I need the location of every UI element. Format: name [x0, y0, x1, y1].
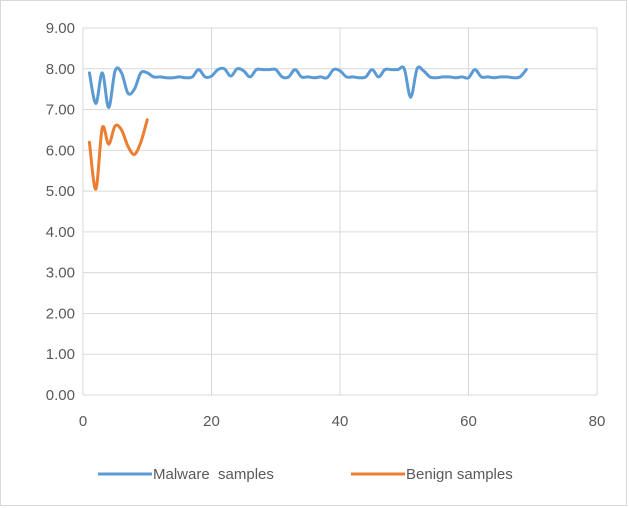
legend-label-malware: Malware samples [153, 466, 274, 483]
y-tick-label: 1.00 [46, 346, 75, 363]
x-tick-label: 40 [332, 413, 349, 430]
x-tick-label: 80 [589, 413, 606, 430]
legend: Malware samples Benign samples [98, 466, 513, 483]
axes: 0.00 1.00 2.00 3.00 4.00 5.00 6.00 7.00 8.00 9.00… [46, 20, 606, 430]
legend-label-benign: Benign samples [406, 466, 513, 483]
y-tick-label: 3.00 [46, 265, 75, 282]
x-tick-label: 0 [79, 413, 87, 430]
y-tick-label: 4.00 [46, 224, 75, 241]
y-tick-label: 2.00 [46, 305, 75, 322]
x-tick-label: 60 [460, 413, 477, 430]
series-lines [89, 67, 526, 189]
y-tick-label: 0.00 [46, 387, 75, 404]
y-tick-label: 8.00 [46, 61, 75, 78]
y-tick-label: 9.00 [46, 20, 75, 37]
y-tick-label: 5.00 [46, 183, 75, 200]
y-tick-label: 6.00 [46, 142, 75, 159]
x-tick-label: 20 [203, 413, 220, 430]
series-line-benign [89, 120, 147, 189]
y-tick-label: 7.00 [46, 102, 75, 119]
series-line-malware [89, 67, 526, 108]
gridlines [83, 28, 597, 395]
